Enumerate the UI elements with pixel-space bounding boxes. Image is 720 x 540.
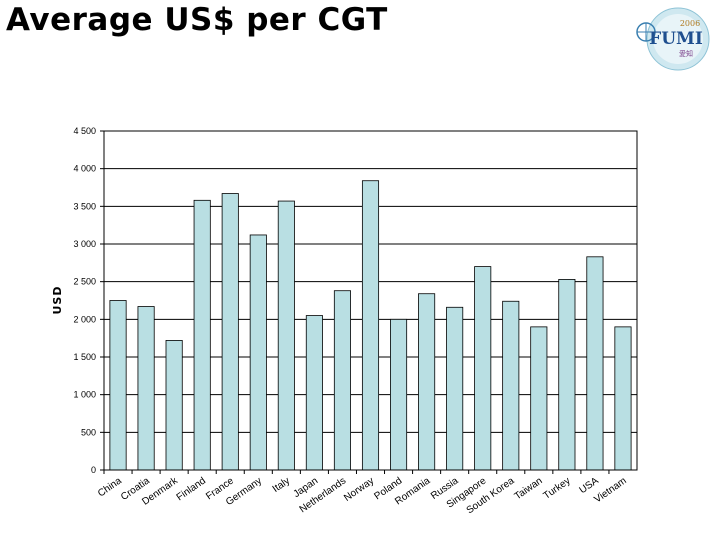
y-tick-label: 4 500 [73,126,96,136]
bar-turkey [558,279,576,471]
logo-year: 2006 [680,19,700,28]
bar-china [109,300,127,471]
y-tick-label: 0 [91,465,96,475]
y-tick-label: 4 000 [73,164,96,174]
x-tick-label: Finland [175,475,208,503]
bars [103,180,632,474]
bar-finland [193,199,211,471]
y-tick-labels: 0 500 1 000 1 500 2 000 2 500 3 000 3 500 4 000 4… [73,126,96,475]
y-tick-label: 3 500 [73,201,96,211]
axes [103,130,638,471]
bar-south-korea [502,300,520,471]
bar-romania [418,293,436,471]
y-axis-label: USD [51,286,64,315]
logo-name: FUMI [649,29,703,49]
bar-france [221,193,239,471]
x-tick-label: Norway [342,475,376,503]
bar-italy [277,200,295,471]
y-tick-label: 2 500 [73,277,96,287]
bar-russia [446,306,464,471]
bar-vietnam [614,326,632,471]
bar-poland [390,318,408,471]
bar-taiwan [530,326,548,471]
bar-norway [361,180,380,471]
bar-denmark [165,340,183,471]
bar-germany [249,234,267,471]
y-tick-label: 500 [81,427,96,437]
bar-netherlands [333,290,351,471]
fumi-logo-icon: 2006 FUMI 愛知 [636,7,710,71]
plot-area-frame [103,130,638,471]
y-tick-label: 2 000 [73,314,96,324]
x-tick-label: Italy [271,475,292,495]
bar-croatia [137,306,155,471]
logo-subtitle: 愛知 [679,49,693,58]
bar-singapore [474,266,492,471]
x-tick-label: Taiwan [513,475,545,502]
y-tick-label: 1 000 [73,390,96,400]
bar-japan [305,315,323,471]
y-tick-label: 1 500 [73,352,96,362]
y-tick-label: 3 000 [73,239,96,249]
slide-title: Average US$ per CGT [6,2,388,38]
x-tick-label: Vietnam [592,475,628,505]
bar-usa [586,256,604,471]
x-tick-label: Turkey [542,475,573,501]
